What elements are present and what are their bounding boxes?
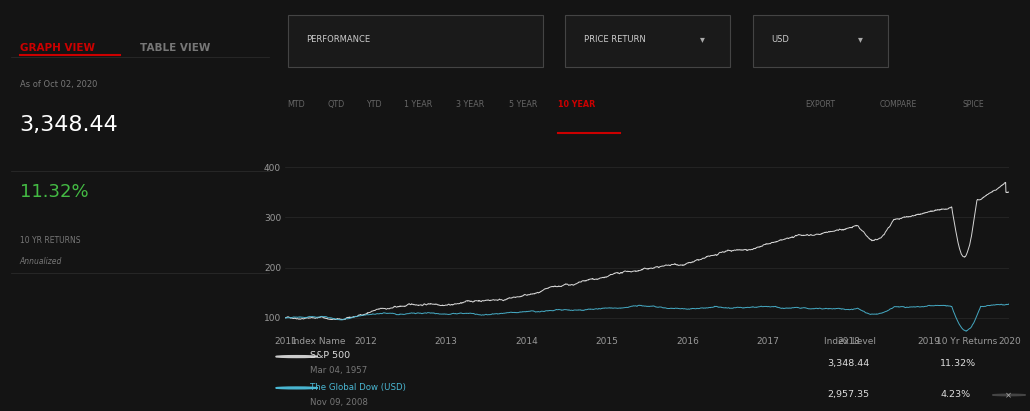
Text: ▾: ▾ — [700, 35, 705, 44]
FancyBboxPatch shape — [753, 15, 888, 67]
Text: 11.32%: 11.32% — [20, 183, 89, 201]
Text: Annualized: Annualized — [20, 257, 62, 266]
Text: 3 YEAR: 3 YEAR — [456, 100, 485, 109]
FancyBboxPatch shape — [287, 15, 543, 67]
Text: 10 YR RETURNS: 10 YR RETURNS — [20, 236, 80, 245]
Text: MTD: MTD — [287, 100, 306, 109]
Text: Index Name: Index Name — [291, 337, 346, 346]
Text: TABLE VIEW: TABLE VIEW — [140, 43, 210, 53]
Circle shape — [276, 356, 317, 358]
Text: 10 Yr Returns: 10 Yr Returns — [936, 337, 997, 346]
Circle shape — [276, 387, 317, 389]
Text: 10 YEAR: 10 YEAR — [557, 100, 595, 109]
Text: Nov 09, 2008: Nov 09, 2008 — [310, 397, 368, 406]
FancyBboxPatch shape — [565, 15, 730, 67]
Text: 1 YEAR: 1 YEAR — [404, 100, 433, 109]
Text: 3,348.44: 3,348.44 — [20, 115, 118, 135]
Text: ▾: ▾ — [858, 35, 862, 44]
Text: SPICE: SPICE — [962, 100, 984, 109]
Text: The Global Dow (USD): The Global Dow (USD) — [310, 383, 406, 392]
Text: EXPORT: EXPORT — [805, 100, 835, 109]
Text: 4.23%: 4.23% — [940, 390, 970, 399]
Text: As of Oct 02, 2020: As of Oct 02, 2020 — [20, 80, 97, 89]
Text: QTD: QTD — [328, 100, 345, 109]
Text: 11.32%: 11.32% — [940, 359, 976, 368]
Text: 2,957.35: 2,957.35 — [827, 390, 869, 399]
Text: YTD: YTD — [367, 100, 382, 109]
Text: 5 YEAR: 5 YEAR — [509, 100, 538, 109]
Text: S&P 500: S&P 500 — [310, 351, 350, 360]
Text: PERFORMANCE: PERFORMANCE — [306, 35, 371, 44]
Text: Mar 04, 1957: Mar 04, 1957 — [310, 366, 368, 375]
Text: ×: × — [1004, 392, 1011, 401]
Text: COMPARE: COMPARE — [880, 100, 918, 109]
Text: PRICE RETURN: PRICE RETURN — [584, 35, 646, 44]
Circle shape — [993, 394, 1026, 396]
Text: Index Level: Index Level — [824, 337, 875, 346]
Text: USD: USD — [771, 35, 789, 44]
Text: GRAPH VIEW: GRAPH VIEW — [20, 43, 95, 53]
Text: 3,348.44: 3,348.44 — [827, 359, 869, 368]
